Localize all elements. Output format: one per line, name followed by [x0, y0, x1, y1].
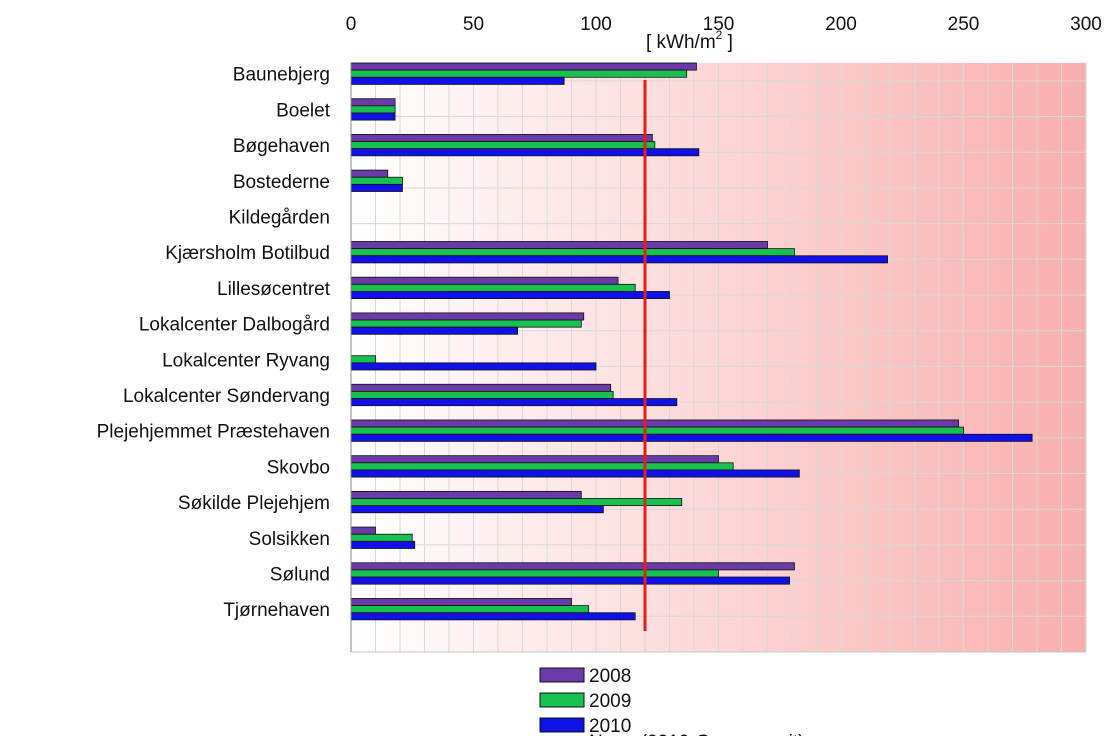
bar-2009 — [350, 426, 964, 435]
bar-2008 — [350, 419, 959, 428]
bar-2008 — [350, 455, 719, 464]
bar-2010 — [350, 255, 888, 264]
bar-2010 — [350, 291, 670, 299]
bar-2008 — [350, 169, 389, 178]
x-tick-label: 200 — [825, 14, 857, 35]
x-tick-label: 0 — [346, 14, 357, 35]
bar-2009 — [350, 533, 413, 542]
category-label: Sølund — [270, 564, 330, 585]
bars — [350, 62, 1033, 621]
bar-2009 — [350, 391, 614, 399]
bar-2010 — [350, 148, 700, 157]
bar-2008 — [350, 276, 619, 285]
category-label: Bostederne — [233, 172, 330, 193]
category-labels: Baunebjerg Boelet Bøgehaven Bostederne Kilde… — [97, 65, 331, 621]
bar-2008 — [350, 598, 572, 606]
x-axis-label-sup: 2 — [716, 28, 723, 42]
bar-2009 — [350, 176, 403, 185]
x-axis-label-end: ] — [722, 32, 733, 53]
category-label: Bøgehaven — [233, 136, 330, 157]
category-label: Lillesøcentret — [217, 279, 331, 300]
bar-2010 — [350, 540, 416, 549]
bar-2008 — [350, 133, 653, 142]
bar-2009 — [350, 319, 582, 328]
bar-2010 — [350, 469, 800, 478]
category-label: Solsikken — [249, 529, 330, 550]
bar-2008 — [350, 490, 582, 499]
bar-2010 — [350, 505, 604, 514]
category-label: Boelet — [276, 100, 331, 121]
bar-2009 — [350, 105, 396, 114]
category-label: Kildegården — [229, 207, 330, 228]
bar-2009 — [350, 462, 734, 471]
bar-2010 — [350, 326, 519, 335]
legend: 2008 2009 2010Norm (2010-Gennemsnit) — [539, 666, 804, 736]
legend-label-2010: 2010 — [589, 716, 631, 736]
bar-2008 — [350, 241, 768, 250]
legend-label-2009: 2009 — [589, 691, 631, 712]
bar-2010 — [350, 183, 403, 192]
bar-2009 — [350, 569, 719, 578]
bar-2010 — [350, 76, 565, 85]
bar-2009 — [350, 355, 376, 364]
bar-2008 — [350, 98, 396, 107]
bar-2009 — [350, 605, 590, 614]
category-label: Tjørnehaven — [223, 600, 330, 621]
bar-2009 — [350, 283, 636, 292]
x-axis-ticks: 0 50 100 150 200 250 300 — [346, 14, 1102, 35]
category-label: Baunebjerg — [233, 65, 330, 86]
category-label: Kjærsholm Botilbud — [165, 243, 330, 264]
bar-2010 — [350, 612, 636, 621]
x-tick-label: 300 — [1070, 14, 1102, 35]
bar-2008 — [350, 62, 697, 71]
bar-2009 — [350, 248, 795, 257]
x-tick-label: 150 — [703, 14, 735, 35]
x-tick-label: 50 — [463, 14, 484, 35]
x-axis-label: [ kWh/m2 ] — [646, 28, 733, 53]
bar-2008 — [350, 562, 795, 571]
bar-2008 — [350, 383, 612, 392]
category-label: Søkilde Plejehjem — [178, 493, 330, 514]
x-axis-label-main: [ kWh/m — [646, 32, 716, 53]
bar-2008 — [350, 526, 376, 535]
legend-swatch-2009 — [539, 692, 585, 708]
bar-2010 — [350, 362, 597, 371]
x-tick-label: 250 — [948, 14, 980, 35]
legend-label-norm: Norm (2010-Gennemsnit) — [589, 732, 804, 736]
x-tick-label: 100 — [580, 14, 612, 35]
bar-2010 — [350, 112, 396, 121]
bar-2009 — [350, 69, 688, 78]
bar-2010 — [350, 398, 678, 407]
category-label: Plejehjemmet Præstehaven — [97, 422, 330, 443]
bar-2008 — [350, 312, 585, 321]
legend-label-2008: 2008 — [589, 666, 631, 687]
bar-2009 — [350, 141, 656, 150]
category-label: Lokalcenter Ryvang — [162, 350, 330, 371]
legend-swatch-2008 — [539, 667, 585, 683]
category-label: Lokalcenter Dalbogård — [139, 315, 330, 336]
legend-swatch-2010 — [539, 717, 585, 733]
grid-lines — [350, 63, 1087, 653]
bar-2010 — [350, 433, 1033, 442]
category-label: Skovbo — [267, 457, 330, 478]
bar-2010 — [350, 576, 790, 585]
bar-2009 — [350, 498, 683, 507]
category-label: Lokalcenter Søndervang — [123, 386, 330, 407]
